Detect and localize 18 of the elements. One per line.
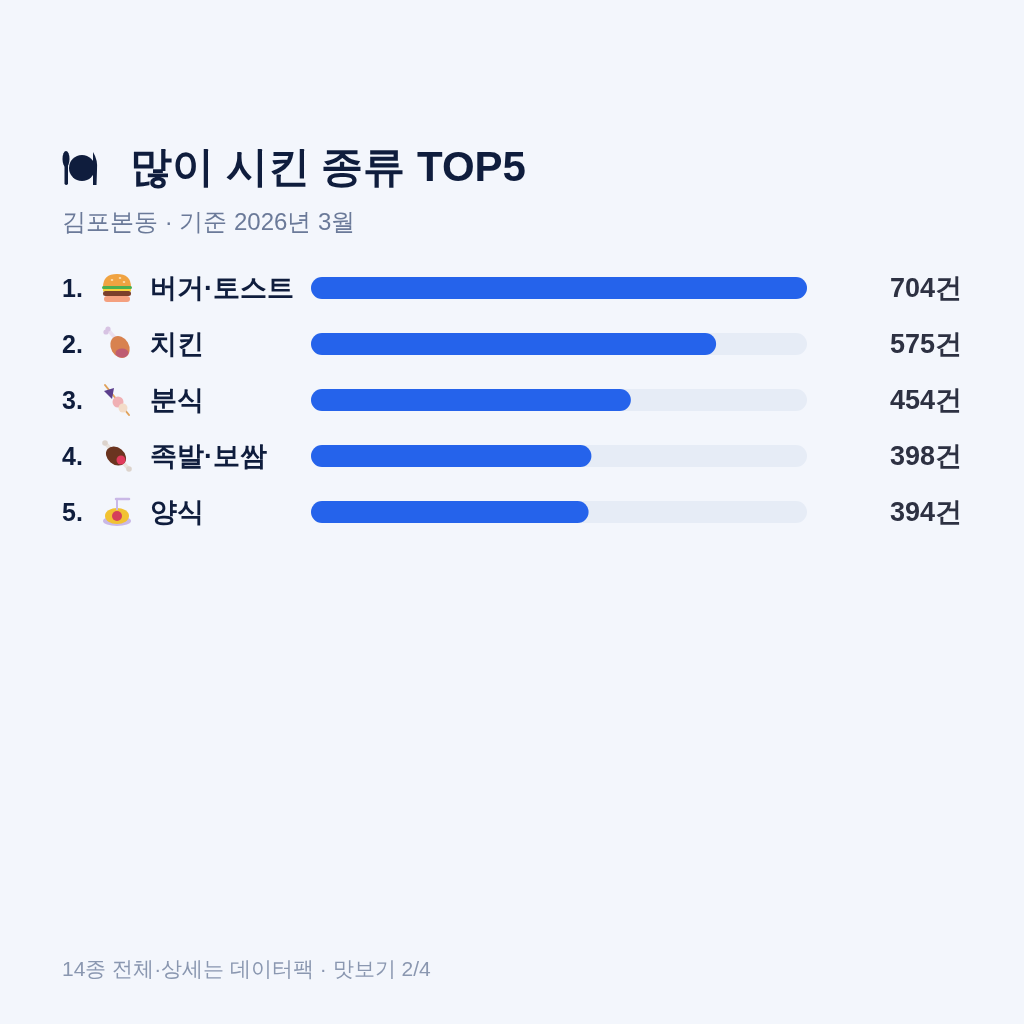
rank-label: 5. <box>62 498 83 526</box>
data-label: 575건 <box>889 329 962 359</box>
rank-label: 2. <box>62 330 83 358</box>
data-label: 704건 <box>889 273 962 303</box>
rank-label: 4. <box>62 442 83 470</box>
category-label: 족발·보쌈 <box>150 441 267 471</box>
category-label: 버거·토스트 <box>150 273 294 303</box>
category-label: 양식 <box>150 497 204 527</box>
category-label: 치킨 <box>150 329 204 359</box>
text: 14종 전체·상세는 데이터팩 · 맛보기 2/4 <box>62 956 432 980</box>
data-label: 398건 <box>889 441 962 471</box>
chart-subtitle: 김포본동 · 기준 2026년 3월 <box>62 207 356 235</box>
rank-label: 3. <box>62 386 83 414</box>
rank-label: 1. <box>62 274 83 302</box>
data-label: 454건 <box>889 385 962 415</box>
chart-title: 많이 시킨 종류 TOP5 <box>130 142 526 190</box>
category-label: 분식 <box>150 385 204 415</box>
data-label: 394건 <box>889 497 962 527</box>
